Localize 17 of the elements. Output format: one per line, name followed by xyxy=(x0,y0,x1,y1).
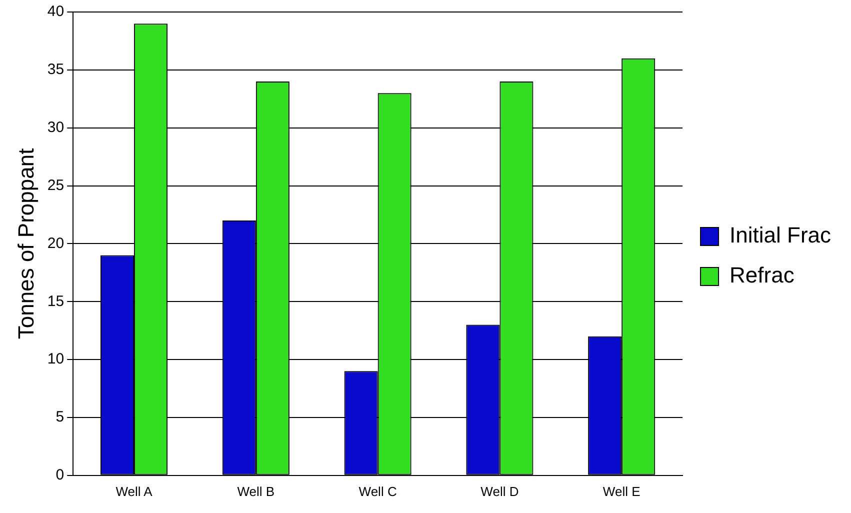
y-tick-label: 30 xyxy=(47,118,64,136)
x-tick-label: Well C xyxy=(358,484,397,499)
y-tick-label: 15 xyxy=(47,292,64,310)
x-tick-label: Well E xyxy=(602,484,641,499)
y-tick-label: 5 xyxy=(56,408,64,426)
x-tick-label: Well B xyxy=(237,484,275,499)
y-axis-title: Tonnes of Proppant xyxy=(13,148,38,340)
y-tick-label: 0 xyxy=(56,466,64,484)
y-tick-label: 20 xyxy=(47,234,64,252)
x-tick-label: Well D xyxy=(480,484,519,499)
y-tick-label: 10 xyxy=(47,350,64,368)
legend-label: Refrac xyxy=(730,262,794,288)
y-tick-label: 40 xyxy=(47,3,64,20)
y-tick-label: 35 xyxy=(47,61,64,78)
x-tick-label: Well A xyxy=(116,484,153,499)
y-tick-label: 25 xyxy=(47,176,64,194)
legend-label: Initial Frac xyxy=(730,222,832,248)
